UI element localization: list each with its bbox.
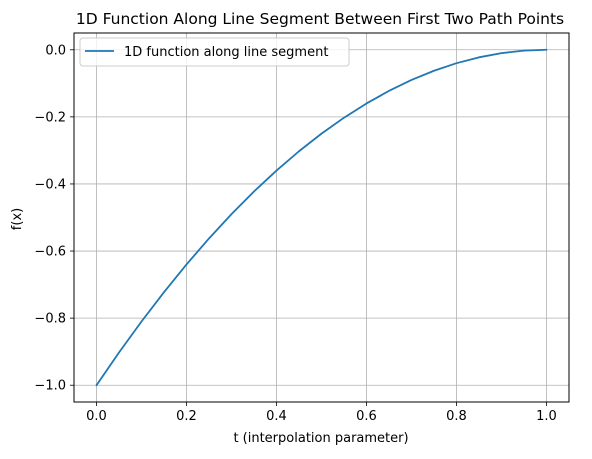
grid-lines: [74, 33, 569, 402]
x-tick-label: 0.8: [446, 409, 467, 424]
x-tick-label: 0.0: [86, 409, 107, 424]
x-tick-label: 1.0: [536, 409, 557, 424]
y-tick-label: −0.8: [34, 312, 66, 327]
y-tick-label: −0.6: [34, 245, 66, 260]
x-tick-label: 0.2: [176, 409, 197, 424]
legend-box: [79, 37, 350, 67]
x-tick-label: 0.4: [266, 409, 287, 424]
x-tick-label: 0.6: [356, 409, 377, 424]
legend: 1D function along line segment: [79, 37, 350, 67]
y-tick-label: −1.0: [34, 379, 66, 394]
axis-ticks: 0.0 0.2 0.4 0.6 0.8 1.0 0.0 −0.2 −0.4 −0.6 −0.8 −1.…: [34, 43, 556, 424]
legend-label-series-1: 1D function along line segment: [124, 45, 328, 60]
y-tick-label: −0.2: [34, 110, 66, 125]
plot-frame: [73, 32, 570, 403]
x-axis-label: t (interpolation parameter): [233, 431, 408, 446]
y-axis-label: f(x): [10, 208, 25, 230]
y-tick-label: 0.0: [45, 43, 66, 58]
series-line-1: [95, 48, 548, 387]
chart-title: 1D Function Along Line Segment Between F…: [76, 10, 564, 28]
y-tick-label: −0.4: [34, 177, 66, 192]
series-layer: [95, 48, 548, 387]
